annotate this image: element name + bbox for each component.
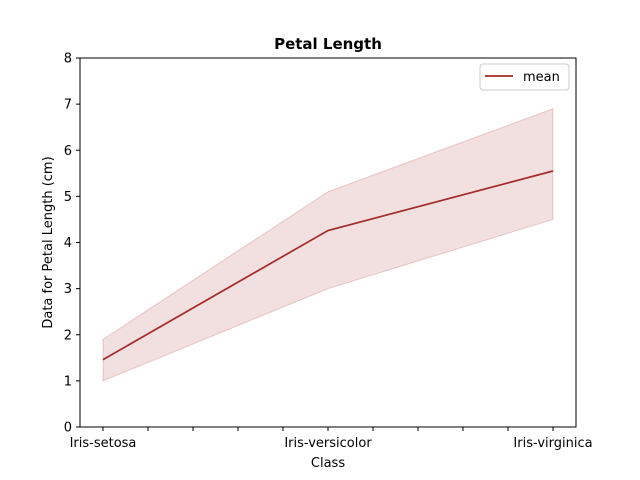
y-tick-label: 7 [64,98,72,113]
y-axis: 0 1 2 3 4 5 6 7 8 [64,52,80,436]
y-tick-label: 3 [64,282,72,297]
x-tick-label: Iris-versicolor [284,436,372,451]
y-tick-label: 5 [64,190,72,205]
plot-area [79,57,577,428]
legend-box [479,63,570,91]
x-tick-label: Iris-virginica [513,436,592,451]
legend: mean [479,63,570,91]
mean-line [102,170,554,361]
chart-title: Petal Length [274,35,382,53]
y-tick-label: 6 [64,144,72,159]
x-tick-label: Iris-setosa [70,436,137,451]
min-max-band [102,108,554,382]
y-tick-label: 8 [64,52,72,67]
y-tick-label: 4 [64,236,72,251]
legend-label-mean: mean [523,70,560,85]
x-axis: Iris-setosa Iris-versicolor Iris-virginica [70,427,593,451]
x-axis-label: Class [311,456,345,471]
y-axis-label: Data for Petal Length (cm) [41,156,56,328]
y-tick-label: 2 [64,328,72,343]
y-tick-label: 0 [64,421,72,436]
y-tick-label: 1 [64,374,72,389]
